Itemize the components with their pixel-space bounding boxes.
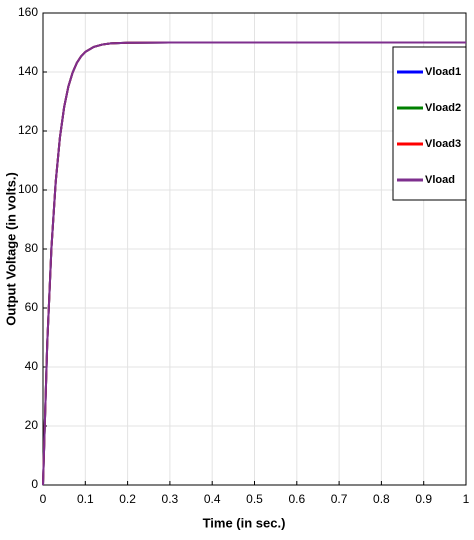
y-tick-label: 140	[18, 64, 38, 78]
x-tick-label: 0.4	[204, 492, 221, 506]
series-line	[42, 41, 466, 486]
x-tick-label: 0.5	[246, 492, 263, 506]
y-tick-label: 80	[25, 241, 39, 255]
y-tick-label: 120	[18, 123, 38, 137]
x-axis-label: Time (in sec.)	[203, 515, 286, 530]
y-tick-label: 100	[18, 182, 38, 196]
y-axis-label: Output Voltage (in volts.)	[3, 172, 18, 326]
y-tick-label: 20	[25, 418, 39, 432]
x-tick-label: 0.7	[331, 492, 348, 506]
y-tick-label: 0	[31, 477, 38, 491]
legend-label: Vload1	[425, 66, 461, 78]
y-tick-label: 160	[18, 5, 38, 19]
x-tick-label: 0.8	[373, 492, 390, 506]
y-tick-label: 60	[25, 300, 39, 314]
legend-label: Vload	[425, 174, 455, 186]
x-tick-label: 0	[40, 492, 47, 506]
x-tick-label: 0.2	[119, 492, 136, 506]
x-tick-label: 0.3	[162, 492, 179, 506]
x-tick-label: 1	[463, 492, 470, 506]
x-tick-label: 0.9	[415, 492, 432, 506]
y-tick-label: 40	[25, 359, 39, 373]
axes-box	[42, 12, 467, 486]
x-tick-label: 0.1	[77, 492, 94, 506]
legend-label: Vload2	[425, 102, 461, 114]
legend-label: Vload3	[425, 138, 461, 150]
x-tick-label: 0.6	[288, 492, 305, 506]
